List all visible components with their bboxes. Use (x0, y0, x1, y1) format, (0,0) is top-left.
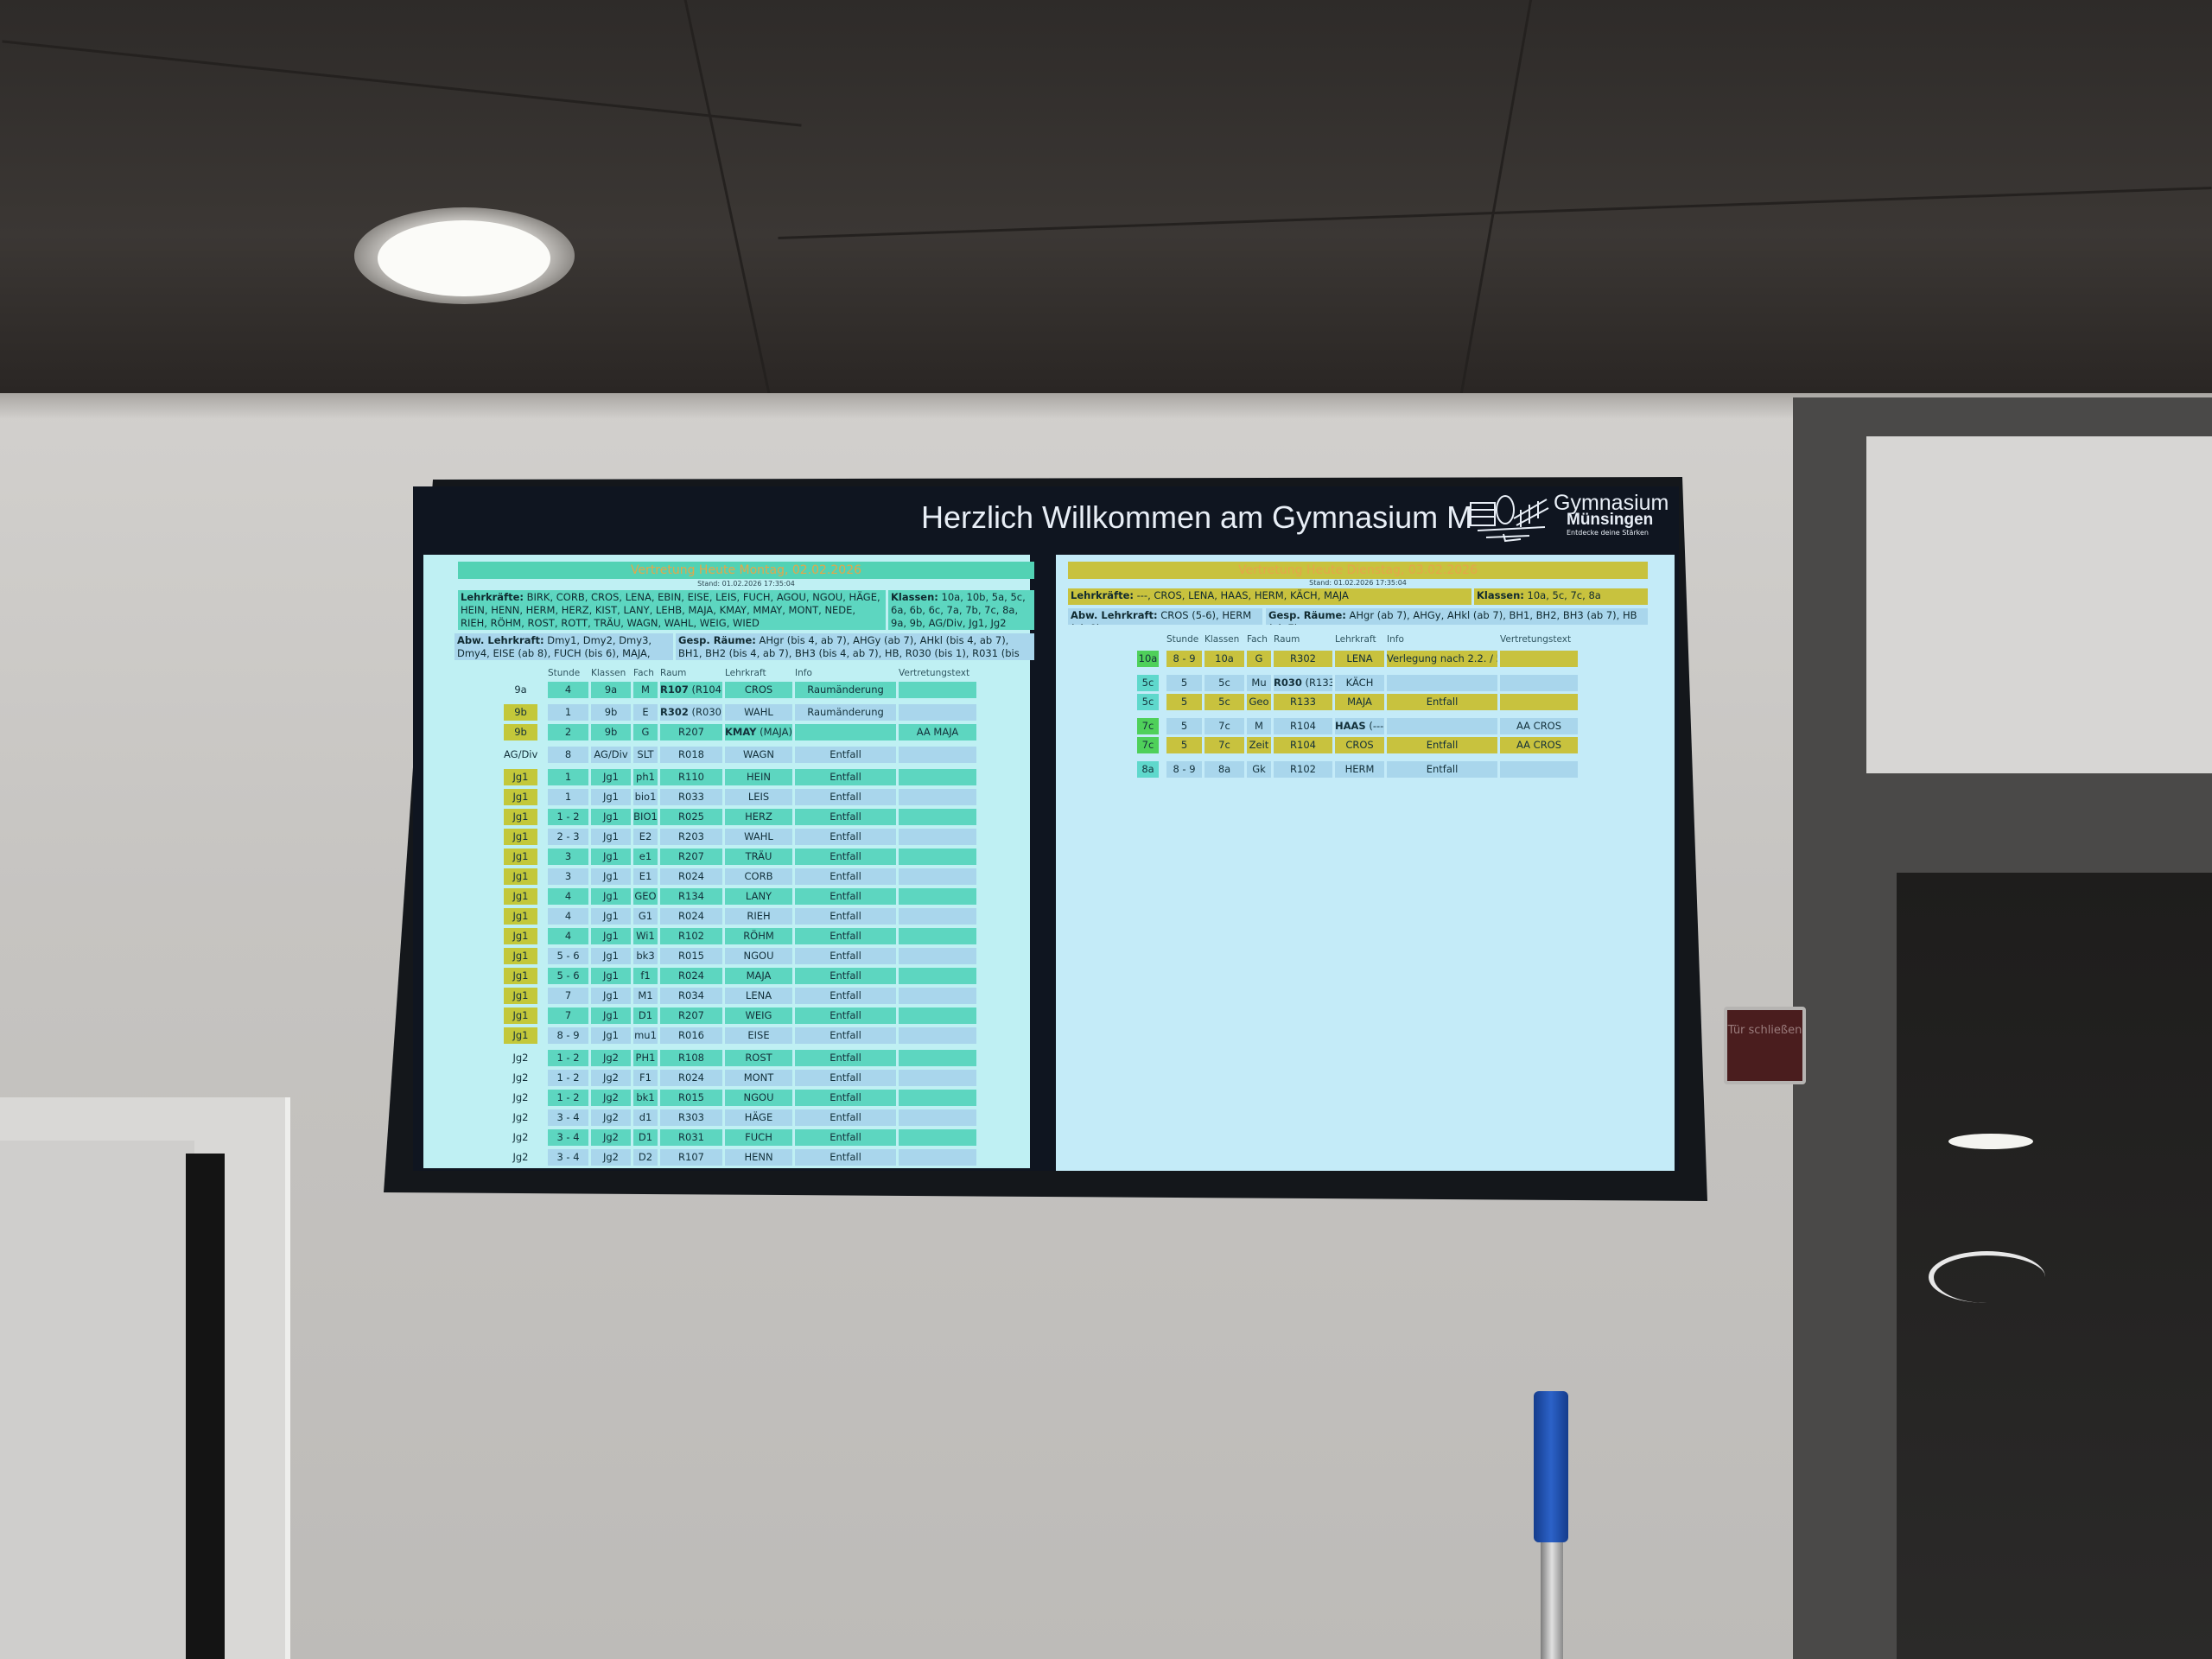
rooms-list: AHgr (bis 4, ab 7), AHGy (ab 7), AHkl (b… (678, 634, 1020, 659)
absent-label: Abw. Lehrkraft: (457, 634, 544, 646)
absent-teachers-box: Abw. Lehrkraft: Dmy1, Dmy2, Dmy3, Dmy4, … (454, 633, 673, 660)
blocked-rooms-box: Gesp. Räume: AHgr (bis 4, ab 7), AHGy (a… (676, 633, 1034, 660)
panel-title: Vertretung Heute Dienstag, 03.02.2026 (1068, 562, 1648, 579)
door-logo-reflection (1929, 1251, 2045, 1303)
reflected-light (1948, 1134, 2033, 1149)
teachers-box: Lehrkräfte: ---, CROS, LENA, HAAS, HERM,… (1068, 588, 1471, 605)
rooms-label: Gesp. Räume: (678, 634, 756, 646)
welcome-title: Herzlich Willkommen am Gymnasium M (921, 499, 1473, 535)
absent-list: Dmy1, Dmy2, Dmy3, Dmy4, EISE (ab 8), FUC… (457, 634, 652, 659)
teachers-box: Lehrkräfte: BIRK, CORB, CROS, LENA, EBIN… (458, 590, 886, 630)
logo-text: Münsingen (1567, 511, 1654, 529)
logo-text: Gymnasium (1554, 491, 1669, 515)
last-updated: Stand: 01.02.2026 17:35:04 (1309, 579, 1407, 587)
absent-label: Abw. Lehrkraft: (1071, 609, 1158, 621)
classes-list: 10a, 10b, 5a, 5c, 6a, 6b, 6c, 7a, 7b, 7c… (891, 591, 1026, 629)
ceiling (0, 0, 2212, 393)
rooms-label: Gesp. Räume: (1268, 609, 1346, 621)
cabinet-door (0, 1141, 194, 1659)
cabinet-gap (186, 1154, 225, 1659)
classes-label: Klassen: (1477, 589, 1524, 601)
ceiling-lamp (378, 220, 550, 296)
blocked-rooms-box: Gesp. Räume: AHgr (ab 7), AHGy, AHkl (ab… (1266, 608, 1648, 625)
substitution-panel-tuesday (1056, 555, 1675, 1171)
logo-tagline: Entdecke deine Stärken (1567, 529, 1649, 537)
teachers-list: ---, CROS, LENA, HAAS, HERM, KÄCH, MAJA (1136, 589, 1349, 601)
door-window (1866, 436, 2212, 773)
classes-label: Klassen: (891, 591, 938, 603)
mop-handle-grip (1534, 1391, 1568, 1542)
teachers-list: BIRK, CORB, CROS, LENA, EBIN, EISE, LEIS… (461, 591, 880, 629)
absent-teachers-box: Abw. Lehrkraft: CROS (5-6), HERM (ab 8) (1068, 608, 1262, 625)
teachers-label: Lehrkräfte: (1071, 589, 1134, 601)
school-building-logo-icon (1470, 495, 1549, 543)
rooms-list: AHgr (ab 7), AHGy, AHkl (ab 7), BH1, BH2… (1268, 609, 1637, 625)
absent-list: CROS (5-6), HERM (ab 8) (1071, 609, 1252, 625)
last-updated: Stand: 01.02.2026 17:35:04 (697, 580, 795, 588)
classes-list: 10a, 5c, 7c, 8a (1527, 589, 1601, 601)
panel-title: Vertretung Heute Montag, 02.02.2026 (458, 562, 1034, 579)
mop-handle (1541, 1542, 1563, 1659)
classes-box: Klassen: 10a, 5c, 7c, 8a (1474, 588, 1648, 605)
door-sign: Tür schließen (1724, 1007, 1806, 1084)
classes-box: Klassen: 10a, 10b, 5a, 5c, 6a, 6b, 6c, 7… (888, 590, 1034, 630)
teachers-label: Lehrkräfte: (461, 591, 524, 603)
